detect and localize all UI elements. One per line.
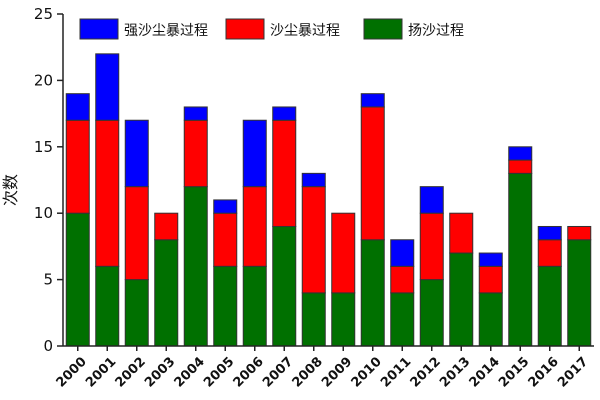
bar-segment-2015-2 [508, 146, 533, 161]
x-tick-label: 2005 [201, 354, 237, 390]
bar-segment-2009-1 [331, 212, 356, 294]
bar-segment-2010-1 [360, 106, 385, 241]
bar-segment-2002-1 [124, 186, 149, 281]
bar-segment-2000-2 [65, 93, 90, 121]
legend: 强沙尘暴过程 沙尘暴过程 扬沙过程 [79, 18, 464, 40]
legend-swatch [79, 18, 119, 40]
legend-swatch [363, 18, 403, 40]
legend-swatch [225, 18, 265, 40]
bar-segment-2007-2 [272, 106, 297, 121]
y-tick-label: 0 [43, 337, 53, 355]
y-tick-label: 5 [43, 271, 53, 289]
legend-label: 扬沙过程 [408, 23, 464, 39]
x-tick-label: 2001 [83, 354, 119, 390]
x-tick-label: 2014 [467, 354, 503, 390]
bar-segment-2013-0 [449, 252, 474, 347]
y-tick-label: 25 [34, 5, 53, 23]
bar-segment-2006-1 [242, 186, 267, 267]
axes-layer [62, 14, 594, 347]
bar-segment-2017-1 [567, 225, 592, 241]
bar-segment-2013-1 [449, 212, 474, 254]
bar-segment-2012-1 [419, 212, 444, 281]
x-tick-label: 2017 [555, 354, 591, 390]
x-tick-label: 2012 [408, 354, 444, 390]
bar-segment-2005-0 [213, 265, 238, 347]
bar-segment-2007-0 [272, 225, 297, 347]
x-tick-label: 2008 [290, 354, 326, 390]
bar-segment-2005-2 [213, 199, 238, 214]
x-tick-label: 2004 [172, 354, 208, 390]
bar-segment-2004-0 [183, 186, 208, 347]
bar-segment-2003-0 [154, 239, 179, 347]
x-tick-label: 2013 [437, 354, 473, 390]
bar-segment-2010-0 [360, 239, 385, 347]
bar-segment-2008-0 [301, 292, 326, 347]
bar-segment-2006-2 [242, 119, 267, 188]
x-tick-label: 2016 [526, 354, 562, 390]
x-tick-label: 2009 [319, 354, 355, 390]
bar-segment-2015-1 [508, 159, 533, 174]
x-tick-label: 2003 [142, 354, 178, 390]
bar-segment-2008-1 [301, 186, 326, 294]
y-tick-label: 10 [34, 204, 53, 222]
bar-segment-2006-0 [242, 265, 267, 347]
bar-segment-2011-1 [390, 265, 415, 294]
y-tick-label: 15 [34, 138, 53, 156]
x-tick-label: 2015 [496, 354, 532, 390]
bar-segment-2002-2 [124, 119, 149, 188]
bar-segment-2004-2 [183, 106, 208, 121]
bar-segment-2003-1 [154, 212, 179, 241]
bar-segment-2001-2 [95, 53, 120, 121]
bar-segment-2000-0 [65, 212, 90, 347]
bar-segment-2011-0 [390, 292, 415, 347]
y-axis-title: 次数 [1, 174, 20, 206]
bar-segment-2014-2 [478, 252, 503, 267]
legend-label: 沙尘暴过程 [270, 23, 340, 39]
bar-segment-2015-0 [508, 172, 533, 347]
bar-segment-2016-2 [537, 225, 562, 241]
y-tick-label: 20 [34, 71, 53, 89]
bar-segment-2010-2 [360, 93, 385, 108]
bar-segment-2002-0 [124, 279, 149, 347]
bar-segment-2000-1 [65, 119, 90, 214]
bar-segment-2012-2 [419, 186, 444, 214]
x-tick-label: 2007 [260, 354, 296, 390]
bar-segment-2009-0 [331, 292, 356, 347]
bar-segment-2012-0 [419, 279, 444, 347]
bars-layer [65, 53, 592, 347]
x-tick-label: 2000 [54, 354, 90, 390]
bar-segment-2011-2 [390, 239, 415, 267]
bar-segment-2014-0 [478, 292, 503, 347]
bar-segment-2017-0 [567, 239, 592, 347]
bar-segment-2001-0 [95, 265, 120, 347]
bar-segment-2016-0 [537, 265, 562, 347]
bar-segment-2014-1 [478, 265, 503, 294]
bar-segment-2001-1 [95, 119, 120, 267]
x-tick-label: 2010 [349, 354, 385, 390]
bar-segment-2016-1 [537, 239, 562, 267]
bar-segment-2005-1 [213, 212, 238, 267]
bar-segment-2008-2 [301, 172, 326, 188]
x-tick-label: 2006 [231, 354, 267, 390]
x-tick-label: 2002 [113, 354, 149, 390]
bar-segment-2007-1 [272, 119, 297, 227]
x-tick-label: 2011 [378, 354, 414, 390]
legend-label: 强沙尘暴过程 [124, 23, 208, 39]
bar-segment-2004-1 [183, 119, 208, 188]
